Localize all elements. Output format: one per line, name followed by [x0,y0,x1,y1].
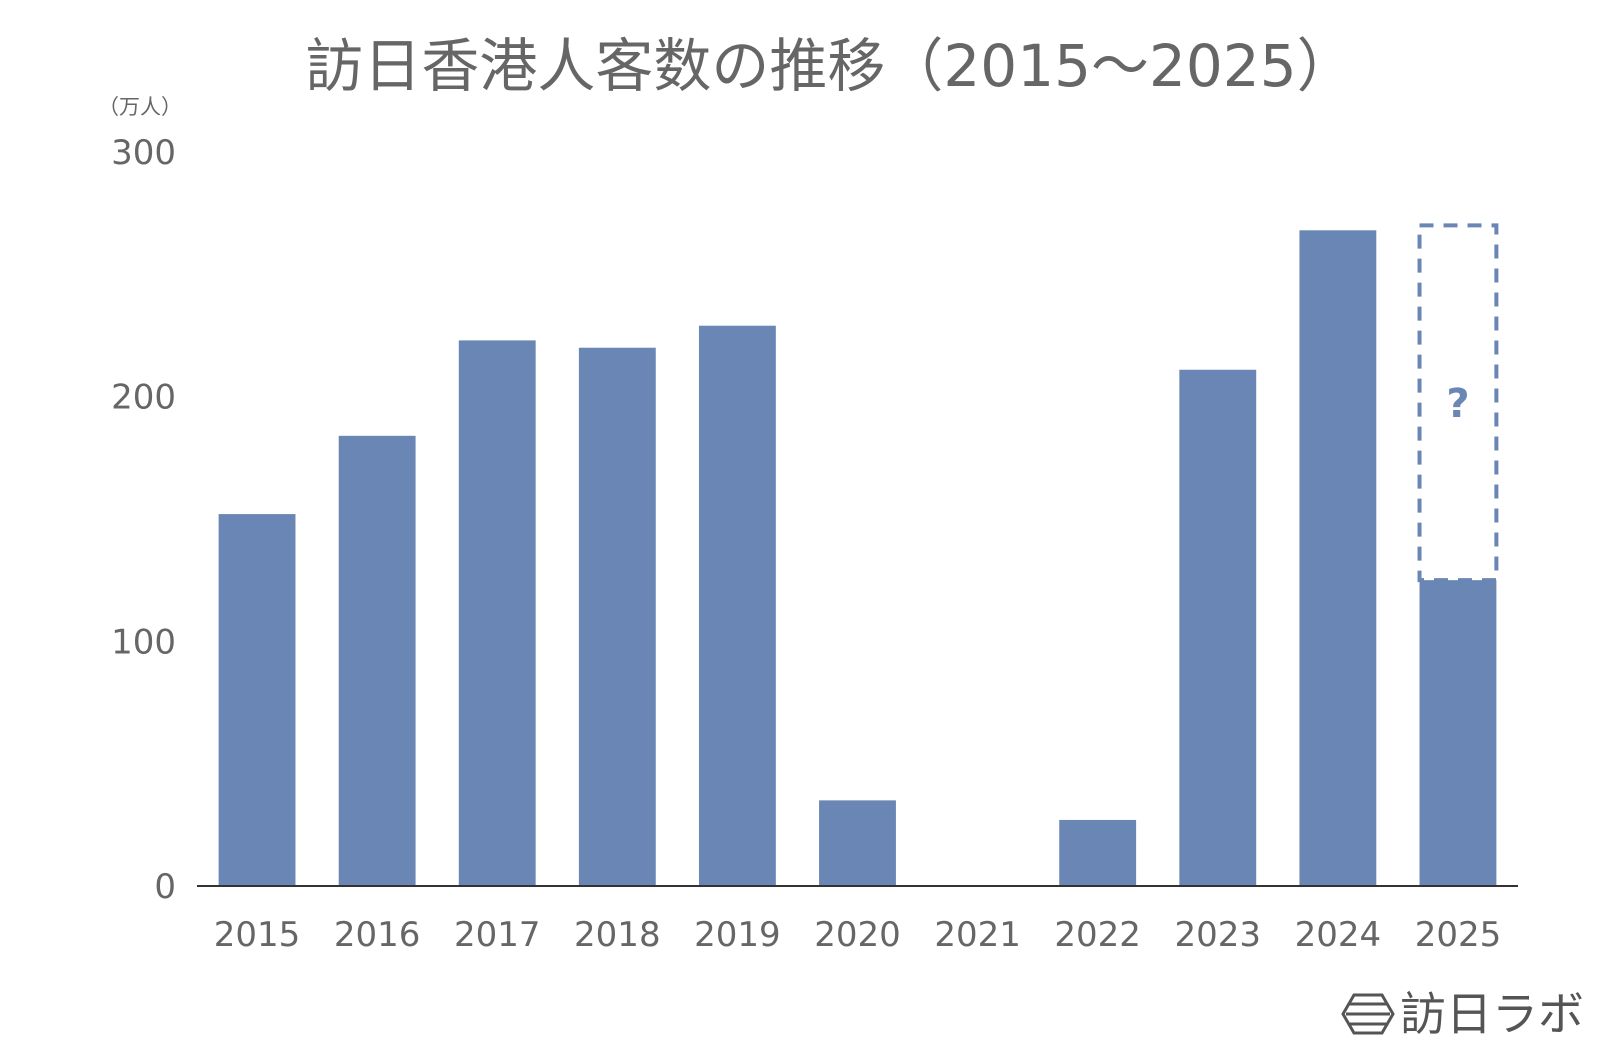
x-tick-label: 2019 [694,915,781,955]
brand: 訪日ラボ [1341,987,1584,1041]
x-tick-label: 2020 [814,915,901,955]
chart-title: 訪日香港人客数の推移（2015〜2025） [305,32,1354,100]
projection-question-label: ? [1446,381,1469,427]
bar-2018 [578,347,656,886]
projected-bar-outline [1417,223,1499,583]
x-tick-label: 2018 [574,915,661,955]
bars [218,230,1497,887]
x-axis-labels: 2015 2016 2017 2018 2019 2020 2021 2022 2023 2024… [214,915,1501,955]
x-tick-label: 2015 [214,915,301,955]
y-tick-label: 0 [154,867,176,907]
bar-2024 [1299,230,1377,886]
bar-2016 [338,435,416,886]
x-tick-label: 2016 [334,915,421,955]
x-tick-label: 2022 [1054,915,1141,955]
projection-group: ? [1417,223,1499,583]
bar-2022 [1059,819,1137,886]
x-tick-label: 2023 [1175,915,1262,955]
x-tick-label: 2024 [1295,915,1382,955]
y-tick-label: 100 [111,622,176,662]
bar-2017 [458,340,536,887]
brand-name: 訪日ラボ [1400,987,1584,1041]
bar-2019 [698,325,776,886]
x-tick-label: 2017 [454,915,541,955]
hexagon-logo-icon [1341,993,1395,1035]
y-axis-ticks: 0 100 200 300 [111,133,176,907]
bar-2020 [819,800,896,886]
x-tick-label: 2025 [1415,915,1502,955]
bar-2023 [1179,369,1257,887]
y-tick-label: 200 [111,378,176,418]
y-axis-unit-label: （万人） [98,95,182,119]
bar-2015 [218,514,296,886]
x-tick-label: 2021 [934,915,1021,955]
y-tick-label: 300 [111,133,176,173]
bar-2025 [1419,580,1497,886]
